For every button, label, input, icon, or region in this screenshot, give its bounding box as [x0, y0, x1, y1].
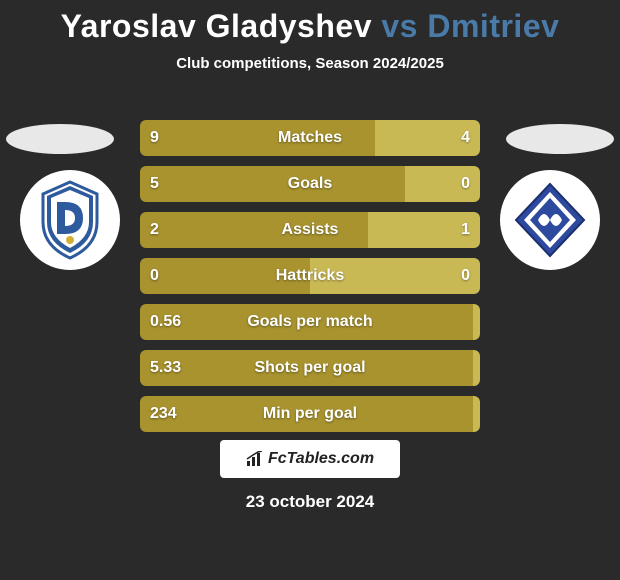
player-left-name: Yaroslav Gladyshev: [61, 8, 372, 44]
stat-label: Shots per goal: [140, 359, 480, 377]
comparison-title: Yaroslav Gladyshev vs Dmitriev: [0, 0, 620, 45]
stat-row: Shots per goal5.33: [140, 350, 480, 386]
stat-value-right: 1: [461, 221, 470, 239]
dynamo-crest-icon: [35, 180, 105, 260]
stat-value-left: 0.56: [150, 313, 181, 331]
club-badge-left: [20, 170, 120, 270]
stat-row: Assists2 1: [140, 212, 480, 248]
brand-box: FcTables.com: [220, 440, 400, 478]
club-badge-right: [500, 170, 600, 270]
stat-value-right: 0: [461, 267, 470, 285]
player-right-name: Dmitriev: [427, 8, 559, 44]
stat-row: Min per goal234: [140, 396, 480, 432]
stat-label: Hattricks: [140, 267, 480, 285]
brand-chart-icon: [246, 451, 264, 467]
stat-row: Matches9 4: [140, 120, 480, 156]
stat-label: Assists: [140, 221, 480, 239]
stat-value-left: 5.33: [150, 359, 181, 377]
brand-text: FcTables.com: [268, 450, 374, 468]
stat-value-left: 5: [150, 175, 159, 193]
stat-bars: Matches94Goals50Assists21Hattricks00Goal…: [140, 120, 480, 442]
stat-value-left: 234: [150, 405, 177, 423]
shadow-ellipse-left: [6, 124, 114, 154]
subtitle: Club competitions, Season 2024/2025: [0, 55, 620, 72]
stat-value-right: 4: [461, 129, 470, 147]
stat-value-right: 0: [461, 175, 470, 193]
stat-value-left: 2: [150, 221, 159, 239]
stat-row: Hattricks0 0: [140, 258, 480, 294]
stat-value-left: 0: [150, 267, 159, 285]
stat-row: Goals per match0.56: [140, 304, 480, 340]
shadow-ellipse-right: [506, 124, 614, 154]
date-label: 23 october 2024: [0, 492, 620, 512]
stat-label: Goals per match: [140, 313, 480, 331]
title-vs: vs: [381, 8, 418, 44]
stat-label: Matches: [140, 129, 480, 147]
stat-row: Goals5 0: [140, 166, 480, 202]
stat-label: Goals: [140, 175, 480, 193]
stat-value-left: 9: [150, 129, 159, 147]
stat-label: Min per goal: [140, 405, 480, 423]
krylia-crest-icon: [510, 180, 590, 260]
